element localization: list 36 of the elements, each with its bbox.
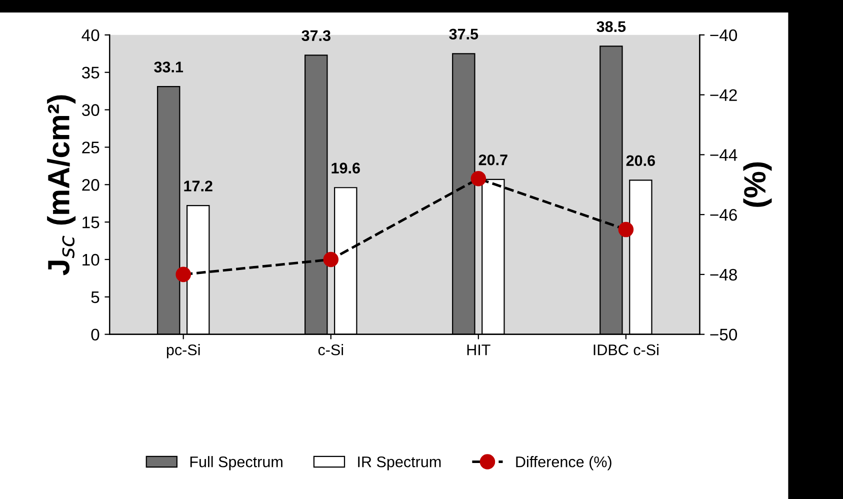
y2-axis-title: (%) xyxy=(743,162,772,207)
y2-tick-label: −50 xyxy=(710,328,738,341)
legend-label: Difference (%) xyxy=(516,456,612,470)
x-tick-label: IDBC c-Si xyxy=(594,344,658,356)
y-axis-title: J$_{sc}$ (mA/cm²) xyxy=(47,95,76,276)
data-label: 20.7 xyxy=(478,154,508,166)
y-tick-label: 30 xyxy=(82,104,100,116)
x-tick-label: pc-Si xyxy=(166,344,200,358)
data-label: 20.6 xyxy=(626,155,655,166)
y-tick-label: 15 xyxy=(82,216,100,228)
data-label: 37.3 xyxy=(302,30,330,42)
y2-tick-label: −48 xyxy=(710,268,737,281)
y-tick-label: 10 xyxy=(82,254,100,266)
point xyxy=(176,266,191,282)
y2-tick-label: −46 xyxy=(710,208,737,221)
x-tick-label: HIT xyxy=(467,344,490,356)
y-tick-label: 35 xyxy=(82,66,100,79)
legend-label: IR Spectrum xyxy=(358,456,441,470)
y-tick-label: 5 xyxy=(91,291,100,304)
y-tick-label: 0 xyxy=(91,328,100,341)
point xyxy=(618,222,634,238)
y-tick-label: 40 xyxy=(82,29,100,42)
y-tick-label: 20 xyxy=(82,179,100,191)
data-label: 17.2 xyxy=(184,180,212,192)
point xyxy=(323,252,339,268)
data-label: 33.1 xyxy=(154,62,184,72)
y2-tick-label: −40 xyxy=(710,29,738,42)
point xyxy=(470,171,486,186)
y-tick-label: 25 xyxy=(82,142,100,154)
x-tick-label: c-Si xyxy=(318,344,344,356)
data-label: 37.5 xyxy=(449,28,478,40)
data-label: 19.6 xyxy=(332,162,360,174)
y2-tick-label: −42 xyxy=(710,89,737,101)
data-label: 38.5 xyxy=(596,21,626,32)
legend-label: Full Spectrum xyxy=(190,456,282,470)
y2-tick-label: −44 xyxy=(710,149,738,161)
